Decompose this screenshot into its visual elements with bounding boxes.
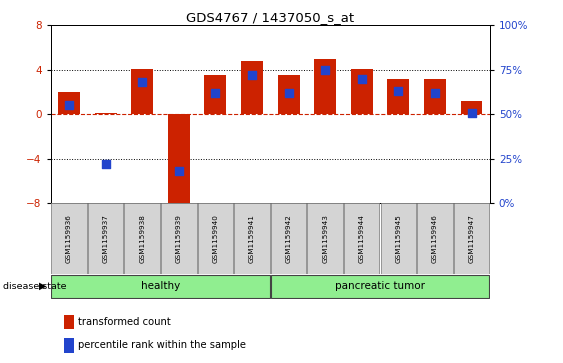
Bar xyxy=(95,113,117,114)
Text: GSM1159947: GSM1159947 xyxy=(468,214,475,263)
Bar xyxy=(51,203,87,274)
Bar xyxy=(131,69,153,114)
Point xyxy=(467,110,476,115)
Bar xyxy=(198,203,233,274)
Bar xyxy=(64,338,74,352)
Text: GSM1159940: GSM1159940 xyxy=(212,214,218,263)
Bar xyxy=(344,203,379,274)
Bar xyxy=(271,275,489,298)
Bar xyxy=(124,203,160,274)
Bar xyxy=(168,114,190,209)
Bar xyxy=(58,92,80,114)
Text: GSM1159941: GSM1159941 xyxy=(249,214,255,263)
Text: GSM1159937: GSM1159937 xyxy=(102,214,109,263)
Point xyxy=(320,67,329,73)
Text: healthy: healthy xyxy=(141,281,180,291)
Text: GSM1159944: GSM1159944 xyxy=(359,214,365,263)
Bar xyxy=(64,315,74,329)
Title: GDS4767 / 1437050_s_at: GDS4767 / 1437050_s_at xyxy=(186,11,354,24)
Bar xyxy=(454,203,489,274)
Bar xyxy=(88,203,123,274)
Bar xyxy=(417,203,453,274)
Text: GSM1159939: GSM1159939 xyxy=(176,214,182,263)
Text: GSM1159942: GSM1159942 xyxy=(285,214,292,263)
Text: GSM1159938: GSM1159938 xyxy=(139,214,145,263)
Bar xyxy=(51,275,270,298)
Bar xyxy=(424,79,446,114)
Point xyxy=(175,168,184,174)
Point xyxy=(357,76,366,82)
Point xyxy=(394,88,403,94)
Text: pancreatic tumor: pancreatic tumor xyxy=(335,281,425,291)
Point xyxy=(431,90,440,96)
Point xyxy=(211,90,220,96)
Text: GSM1159946: GSM1159946 xyxy=(432,214,438,263)
Point xyxy=(284,90,293,96)
Bar xyxy=(241,61,263,114)
Bar xyxy=(387,79,409,114)
Bar xyxy=(461,101,482,114)
Bar xyxy=(278,76,300,114)
Text: GSM1159936: GSM1159936 xyxy=(66,214,72,263)
Bar xyxy=(351,69,373,114)
Bar xyxy=(234,203,270,274)
Text: disease state: disease state xyxy=(3,282,66,290)
Text: ▶: ▶ xyxy=(39,281,47,291)
Bar xyxy=(161,203,196,274)
Bar xyxy=(307,203,343,274)
Text: GSM1159945: GSM1159945 xyxy=(395,214,401,263)
Point xyxy=(65,102,73,108)
Text: GSM1159943: GSM1159943 xyxy=(322,214,328,263)
Point xyxy=(101,161,110,167)
Point xyxy=(248,72,257,78)
Bar xyxy=(204,76,226,114)
Point xyxy=(137,79,146,85)
Text: percentile rank within the sample: percentile rank within the sample xyxy=(78,340,247,350)
Bar xyxy=(314,59,336,114)
Bar xyxy=(271,203,306,274)
Text: transformed count: transformed count xyxy=(78,317,171,327)
Bar xyxy=(381,203,416,274)
